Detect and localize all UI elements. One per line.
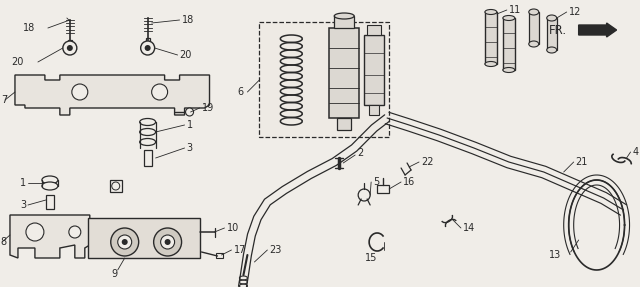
Circle shape (122, 239, 128, 245)
Ellipse shape (503, 15, 515, 20)
Ellipse shape (485, 9, 497, 15)
Circle shape (358, 189, 370, 201)
Bar (364, 35, 384, 105)
Text: 20: 20 (180, 50, 192, 60)
Text: 8: 8 (0, 237, 6, 247)
Text: 1: 1 (187, 120, 193, 130)
Text: 20: 20 (12, 57, 24, 67)
Bar (367, 25, 381, 35)
Bar (146, 38, 150, 42)
Circle shape (164, 239, 171, 245)
Text: 14: 14 (463, 223, 475, 233)
Ellipse shape (547, 15, 557, 21)
Bar (369, 105, 379, 115)
Polygon shape (15, 75, 209, 115)
Text: 12: 12 (569, 7, 581, 17)
Text: 11: 11 (509, 5, 521, 15)
Ellipse shape (140, 139, 156, 146)
Ellipse shape (485, 61, 497, 67)
Text: 9: 9 (111, 269, 118, 279)
Ellipse shape (42, 176, 58, 184)
Bar (529, 12, 539, 44)
Bar (143, 150, 152, 166)
Circle shape (69, 226, 81, 238)
Polygon shape (88, 218, 200, 258)
Bar (259, 22, 389, 137)
Circle shape (72, 84, 88, 100)
Ellipse shape (334, 13, 354, 19)
Text: 17: 17 (234, 245, 246, 255)
Text: 5: 5 (373, 177, 380, 187)
Text: 19: 19 (202, 103, 214, 113)
Text: 18: 18 (22, 23, 35, 33)
Bar (337, 118, 351, 130)
Circle shape (67, 45, 73, 51)
Circle shape (26, 223, 44, 241)
Ellipse shape (529, 9, 539, 15)
Bar (329, 28, 359, 118)
Circle shape (118, 235, 132, 249)
Bar (547, 18, 557, 50)
Text: 22: 22 (421, 157, 433, 167)
Text: 10: 10 (227, 223, 239, 233)
Ellipse shape (529, 41, 539, 47)
Text: 23: 23 (269, 245, 282, 255)
Text: 7: 7 (1, 95, 7, 105)
Circle shape (63, 41, 77, 55)
Text: 3: 3 (20, 200, 26, 210)
Circle shape (154, 228, 182, 256)
Ellipse shape (140, 129, 156, 135)
Circle shape (111, 228, 139, 256)
Text: 6: 6 (237, 87, 243, 97)
Bar (377, 185, 389, 193)
Text: 13: 13 (548, 250, 561, 260)
Bar (109, 180, 122, 192)
Ellipse shape (547, 47, 557, 53)
Circle shape (152, 84, 168, 100)
Circle shape (161, 235, 175, 249)
Polygon shape (10, 215, 90, 258)
Circle shape (145, 45, 150, 51)
Text: 15: 15 (365, 253, 378, 263)
Circle shape (112, 182, 120, 190)
Bar (46, 195, 54, 209)
Text: 3: 3 (187, 143, 193, 153)
Text: 16: 16 (403, 177, 415, 187)
Text: 4: 4 (632, 147, 639, 157)
Bar (503, 18, 515, 70)
Text: 2: 2 (357, 148, 364, 158)
Bar (334, 16, 354, 28)
FancyArrow shape (579, 23, 616, 37)
Bar (68, 40, 72, 44)
Text: 21: 21 (575, 157, 588, 167)
Ellipse shape (42, 182, 58, 190)
Bar (216, 253, 223, 258)
Ellipse shape (140, 119, 156, 125)
Circle shape (141, 41, 155, 55)
Circle shape (186, 108, 193, 116)
Text: FR.: FR. (548, 24, 566, 36)
Ellipse shape (503, 67, 515, 73)
Text: 1: 1 (20, 178, 26, 188)
Text: 18: 18 (182, 15, 194, 25)
Bar (485, 12, 497, 64)
